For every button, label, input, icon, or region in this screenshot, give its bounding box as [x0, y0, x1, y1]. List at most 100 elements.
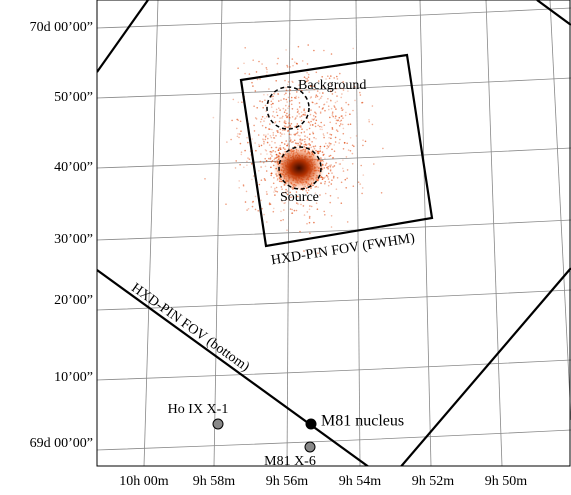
photon: [362, 145, 364, 147]
photon: [257, 79, 259, 81]
photon: [266, 153, 268, 155]
photon: [309, 128, 311, 130]
photon: [363, 174, 365, 176]
photon: [344, 142, 346, 144]
photon: [278, 100, 280, 102]
photon: [284, 111, 286, 113]
photon: [340, 97, 342, 99]
photon: [307, 63, 309, 65]
photon: [270, 157, 272, 159]
photon: [321, 129, 323, 131]
photon: [262, 116, 264, 118]
photon: [315, 138, 317, 140]
photon: [358, 181, 360, 183]
photon: [278, 149, 280, 151]
photon: [356, 135, 358, 137]
photon: [324, 183, 326, 185]
photon: [302, 60, 304, 62]
photon: [314, 118, 316, 120]
photon: [253, 125, 255, 127]
photon: [350, 137, 352, 139]
photon: [340, 123, 342, 125]
photon: [277, 63, 279, 65]
photon: [281, 133, 283, 135]
photon: [275, 121, 277, 123]
photon: [338, 142, 340, 144]
photon: [320, 122, 322, 124]
photon: [353, 185, 355, 187]
photon: [271, 101, 273, 103]
photon: [272, 103, 274, 105]
photon: [290, 208, 292, 210]
photon: [304, 144, 306, 146]
photon: [361, 102, 363, 104]
photon: [319, 126, 321, 128]
photon: [325, 193, 327, 195]
photon: [246, 191, 248, 193]
photon: [297, 129, 299, 131]
photon: [249, 73, 251, 75]
photon: [288, 81, 290, 83]
photon: [350, 123, 352, 125]
photon: [264, 118, 266, 120]
photon: [319, 99, 321, 101]
photon: [335, 123, 337, 125]
photon: [296, 210, 298, 212]
photon: [304, 141, 306, 143]
photon: [292, 58, 294, 60]
photon: [265, 111, 267, 113]
photon: [279, 109, 281, 111]
photon: [342, 124, 344, 126]
photon: [271, 129, 273, 131]
photon: [287, 127, 289, 129]
photon: [282, 219, 284, 221]
photon: [343, 170, 345, 172]
photon: [263, 134, 265, 136]
photon: [327, 168, 329, 170]
photon: [322, 152, 324, 154]
photon: [335, 117, 337, 119]
photon: [329, 122, 331, 124]
photon: [316, 94, 318, 96]
photon: [267, 142, 269, 144]
photon: [255, 117, 257, 119]
x-label: 9h 54m: [339, 474, 382, 489]
photon: [336, 101, 338, 103]
photon: [261, 145, 263, 147]
photon: [335, 102, 337, 104]
photon: [280, 148, 282, 150]
photon: [331, 215, 333, 217]
photon: [309, 222, 311, 224]
photon: [329, 202, 331, 204]
photon: [285, 109, 287, 111]
photon: [241, 154, 243, 156]
photon: [280, 129, 282, 131]
photon: [335, 115, 337, 117]
photon: [244, 150, 246, 152]
photon: [289, 117, 291, 119]
photon: [328, 173, 330, 175]
photon: [330, 99, 332, 101]
photon: [280, 99, 282, 101]
photon: [330, 166, 332, 168]
y-label: 50’00”: [54, 90, 93, 105]
photon: [320, 97, 322, 99]
photon: [309, 122, 311, 124]
photon: [381, 192, 383, 194]
photon: [315, 123, 317, 125]
photon: [263, 162, 265, 164]
photon: [310, 121, 312, 123]
photon: [253, 175, 255, 177]
photon: [283, 147, 285, 149]
photon: [288, 105, 290, 107]
photon: [313, 133, 315, 135]
annotation: M81 nucleus: [321, 413, 404, 430]
photon: [299, 102, 301, 104]
photon: [326, 148, 328, 150]
photon: [277, 93, 279, 95]
photon: [283, 108, 285, 110]
photon: [275, 80, 277, 82]
y-label: 70d 00’00”: [30, 20, 93, 35]
photon: [273, 93, 275, 95]
photon: [239, 164, 241, 166]
